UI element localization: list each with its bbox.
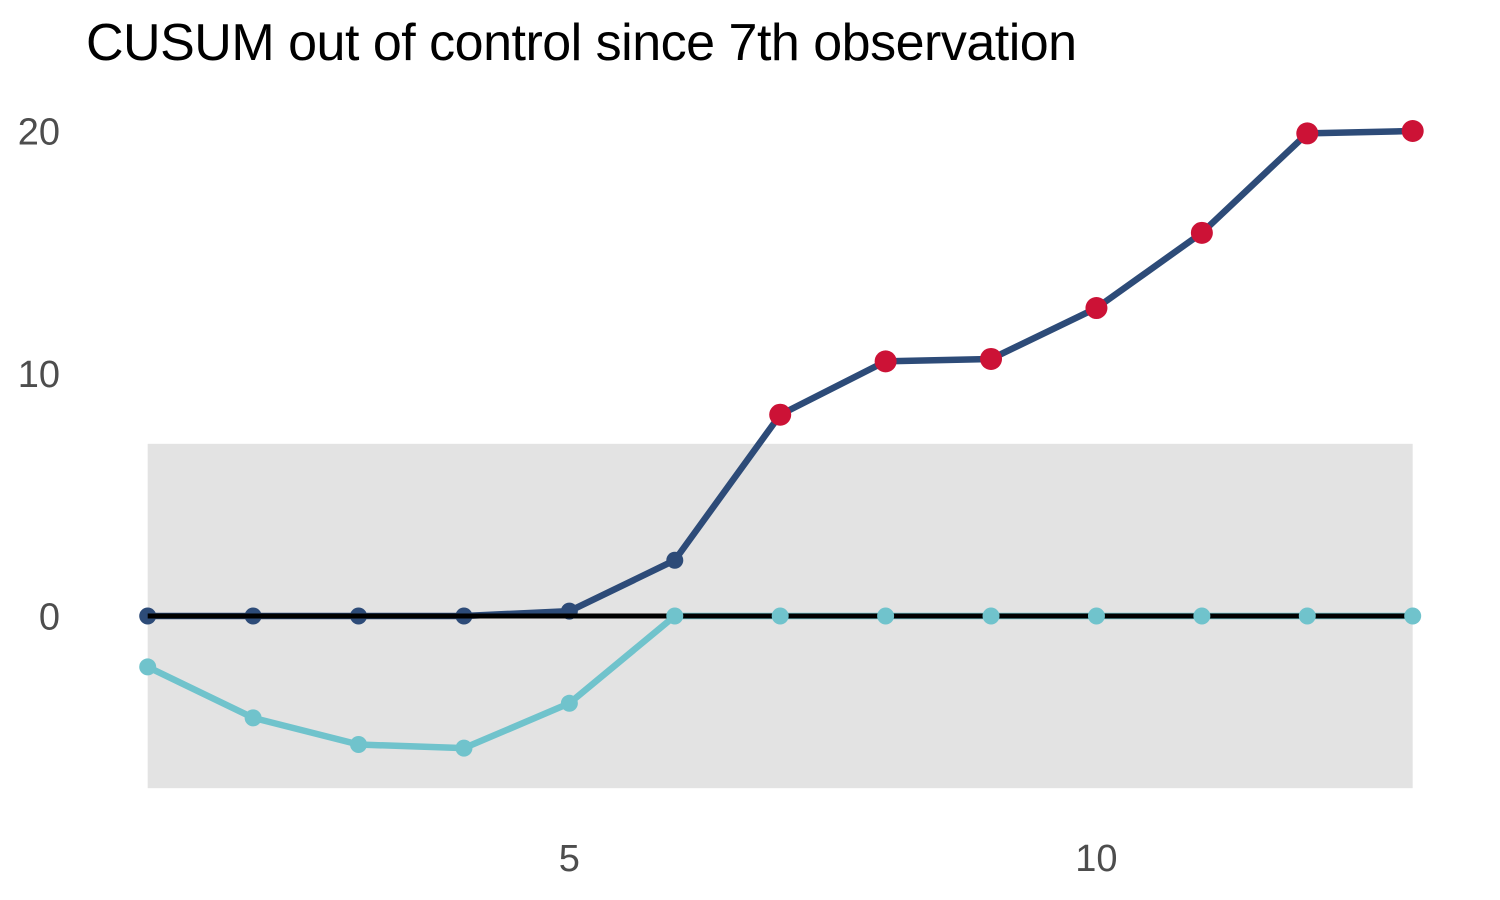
cusum-lower-point: [350, 736, 368, 754]
y-axis-tick-label: 20: [18, 112, 60, 154]
cusum-lower-point: [1404, 607, 1422, 625]
x-axis-tick-label: 5: [559, 838, 580, 880]
cusum-lower-point: [771, 607, 789, 625]
y-axis-tick-label: 10: [18, 354, 60, 396]
cusum-upper-point: [666, 551, 684, 569]
y-axis-tick-label: 0: [39, 597, 60, 639]
cusum-lower-point: [877, 607, 895, 625]
cusum-lower-point: [455, 739, 473, 757]
cusum-lower-point: [982, 607, 1000, 625]
cusum-lower-point: [1193, 607, 1211, 625]
out-of-control-point: [1401, 120, 1424, 142]
out-of-control-point: [1296, 122, 1319, 145]
cusum-lower-point: [560, 694, 578, 712]
out-of-control-point: [874, 350, 897, 373]
out-of-control-point: [769, 403, 792, 426]
cusum-lower-point: [244, 709, 262, 727]
cusum-lower-point: [139, 658, 157, 676]
chart-title: CUSUM out of control since 7th observati…: [86, 14, 1077, 72]
cusum-lower-point: [666, 607, 684, 625]
cusum-lower-point: [1298, 607, 1316, 625]
out-of-control-point: [1190, 221, 1213, 244]
out-of-control-point: [1085, 297, 1108, 320]
x-axis-tick-label: 10: [1075, 838, 1117, 880]
out-of-control-point: [980, 347, 1003, 370]
cusum-lower-point: [1087, 607, 1105, 625]
